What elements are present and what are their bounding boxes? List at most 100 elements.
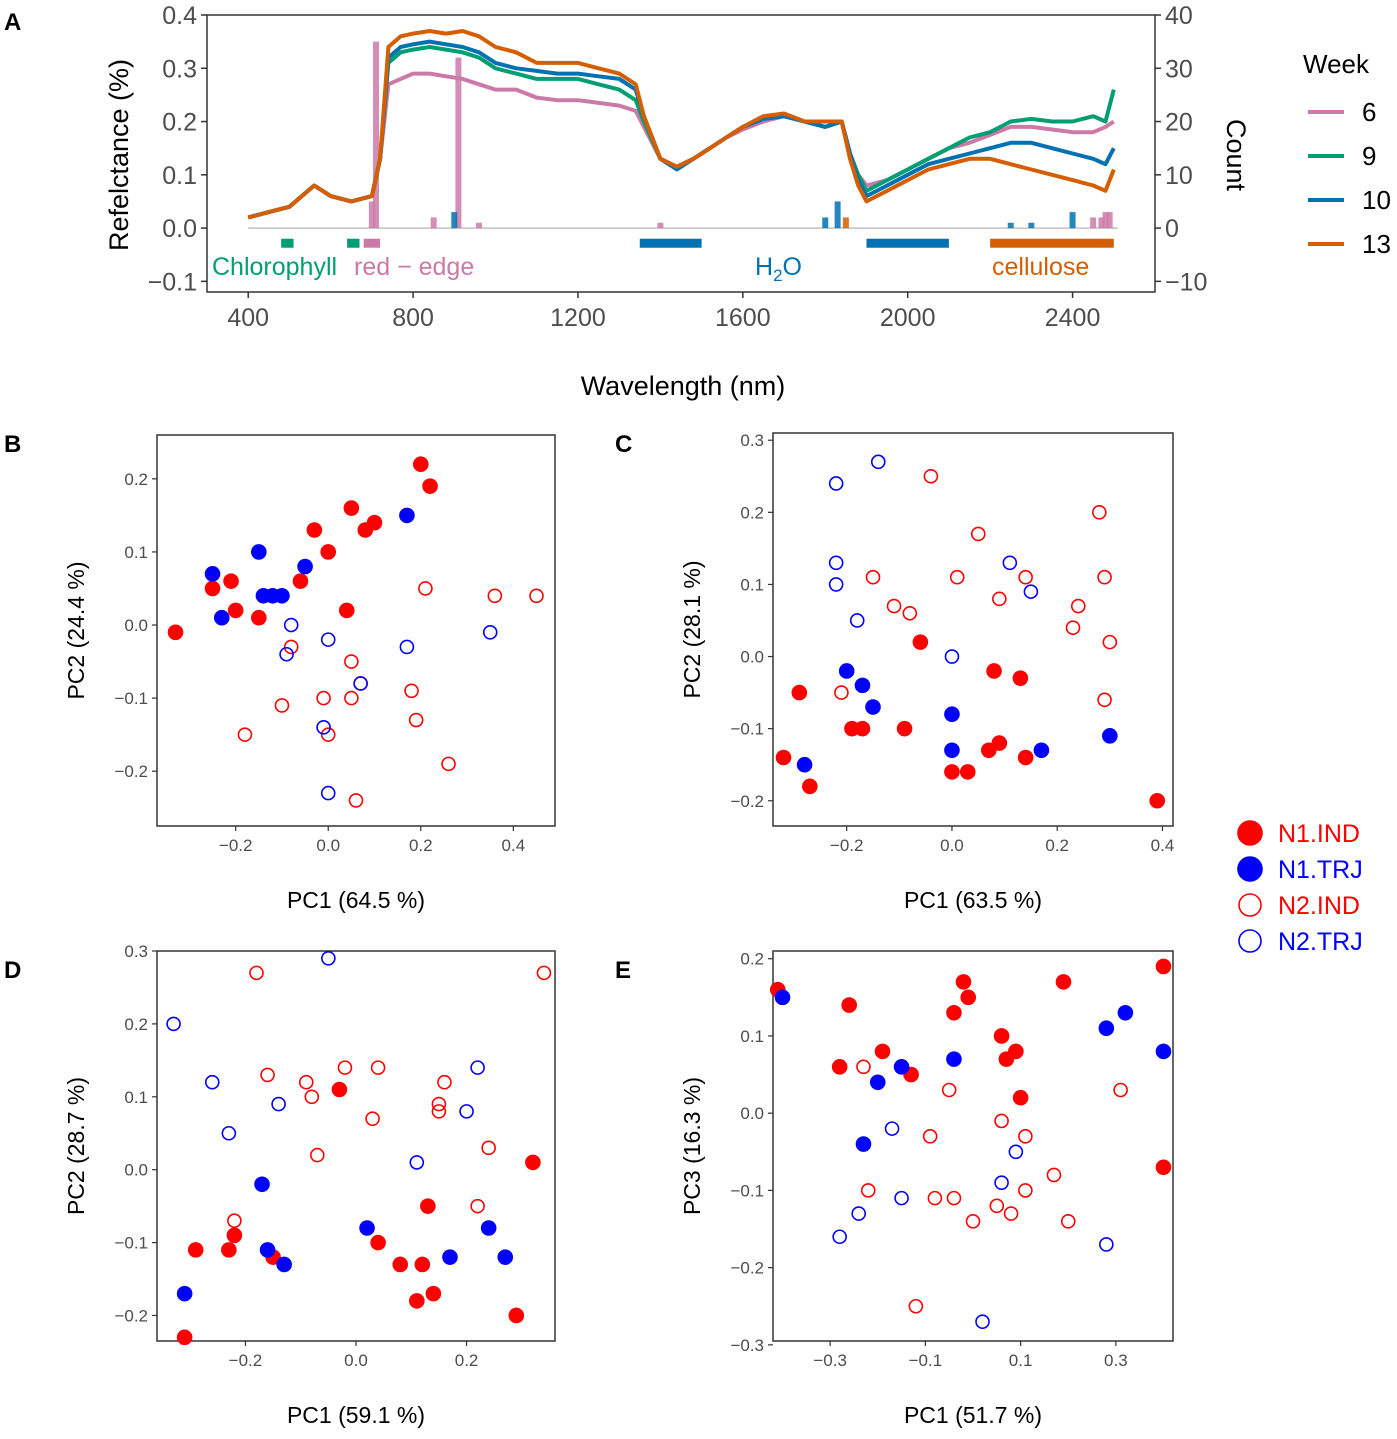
y-tick-label: 0.3 <box>124 942 148 961</box>
y-tick-label: 0.2 <box>740 503 764 522</box>
point-n1-ind <box>1012 670 1029 686</box>
point-n1-ind <box>420 1198 436 1214</box>
point-n1-trj <box>1033 742 1050 759</box>
cellulose-band <box>990 238 1114 248</box>
x-tick-label: 2000 <box>880 304 936 332</box>
point-n1-trj <box>213 609 230 626</box>
point-n2-ind <box>487 588 503 604</box>
point-n2-trj <box>1023 584 1039 599</box>
point-n1-ind <box>223 573 239 589</box>
x-axis-title: PC1 (64.5 %) <box>287 887 425 913</box>
x-tick-label: 0.4 <box>502 836 526 855</box>
point-n2-trj <box>221 1125 237 1141</box>
point-n1-trj <box>254 1176 270 1193</box>
point-n1-ind <box>991 735 1008 751</box>
point-n2-ind <box>344 690 359 706</box>
panel-label-d: D <box>4 957 21 984</box>
point-n2-trj <box>316 720 331 735</box>
y-tick-label: −0.2 <box>730 1259 764 1278</box>
y-tick-label: 0.0 <box>740 1104 764 1123</box>
point-n1-trj <box>259 1242 276 1258</box>
count-bar <box>1069 212 1076 229</box>
point-n2-ind <box>1070 598 1086 614</box>
point-n2-trj <box>828 555 844 571</box>
y-tick-label: −0.1 <box>114 1234 148 1253</box>
point-n1-ind <box>959 764 976 780</box>
y-axis-title: PC2 (24.4 %) <box>63 561 89 699</box>
y-tick-label: 0.3 <box>162 55 197 83</box>
point-n2-trj <box>271 1096 286 1112</box>
point-n1-ind <box>370 1234 386 1251</box>
point-n2-ind <box>994 1113 1009 1129</box>
point-n2-ind <box>481 1140 496 1156</box>
y-tick-label: −0.2 <box>730 792 764 811</box>
point-n2-trj <box>409 1155 425 1170</box>
point-n2-trj <box>279 646 294 662</box>
y-axis-title: PC2 (28.1 %) <box>679 560 705 698</box>
point-n1-ind <box>412 456 429 473</box>
point-n1-trj <box>204 566 221 582</box>
y-tick-label: −0.1 <box>148 268 197 296</box>
point-n1-trj <box>944 742 960 759</box>
region-label-red-edge: red − edge <box>354 253 474 281</box>
y-tick-label: 0.2 <box>740 950 764 969</box>
legend-group-label: N1.TRJ <box>1278 856 1363 884</box>
panel-label-c: C <box>615 431 632 458</box>
point-n2-ind <box>260 1067 275 1083</box>
point-n2-ind <box>992 591 1007 607</box>
point-n2-ind <box>536 965 552 981</box>
point-n2-ind <box>237 727 253 742</box>
point-n1-ind <box>1017 749 1034 766</box>
point-n1-trj <box>399 507 415 524</box>
y-tick-label: 0.2 <box>124 1015 148 1034</box>
y-tick-label: 0.1 <box>162 162 197 190</box>
point-n2-ind <box>923 468 939 484</box>
point-n2-trj <box>828 577 844 592</box>
y2-tick-label: 40 <box>1165 2 1193 30</box>
legend-group-marker <box>1238 929 1262 953</box>
point-n2-ind <box>337 1060 353 1075</box>
count-bar <box>430 217 437 229</box>
point-n1-ind <box>508 1307 525 1324</box>
count-bar <box>1090 217 1097 229</box>
point-n1-trj <box>1098 1020 1115 1037</box>
legend-group-marker <box>1237 856 1263 882</box>
point-n2-trj <box>320 785 336 801</box>
point-n1-ind <box>392 1256 409 1273</box>
point-n2-trj <box>321 950 336 966</box>
point-n1-ind <box>226 1227 243 1244</box>
region-label-cellulose: cellulose <box>992 253 1089 281</box>
point-n2-ind <box>298 1074 314 1090</box>
point-n1-ind <box>414 1256 431 1273</box>
point-n1-ind <box>946 1004 962 1021</box>
point-n2-trj <box>320 632 336 647</box>
point-n2-trj <box>884 1121 900 1136</box>
point-n1-trj <box>442 1249 458 1265</box>
point-n1-trj <box>893 1059 910 1075</box>
y-tick-label: 0.0 <box>740 648 764 667</box>
x-tick-label: 400 <box>227 304 269 332</box>
count-bar <box>842 217 849 229</box>
x-tick-label: 1200 <box>550 304 606 332</box>
point-n2-ind <box>856 1059 871 1075</box>
point-n1-trj <box>274 587 290 604</box>
point-n1-ind <box>425 1285 442 1302</box>
point-n2-ind <box>274 698 290 713</box>
point-n2-trj <box>166 1016 181 1032</box>
point-n2-trj <box>832 1229 847 1245</box>
x-tick-label: −0.3 <box>813 1351 847 1370</box>
point-n1-ind <box>1155 958 1172 975</box>
x-tick-label: 0.1 <box>1009 1351 1033 1370</box>
y-tick-label: −0.2 <box>114 762 148 781</box>
y-axis-title: PC3 (16.3 %) <box>679 1077 705 1215</box>
y2-tick-label: 30 <box>1165 55 1193 83</box>
point-n2-ind <box>249 965 264 981</box>
point-n2-ind <box>370 1060 386 1075</box>
point-n1-trj <box>869 1074 886 1091</box>
point-n2-ind <box>1097 692 1112 708</box>
panel-label-a: A <box>4 9 21 36</box>
point-n1-ind <box>802 778 818 795</box>
legend-group-marker <box>1237 820 1263 846</box>
point-n1-trj <box>497 1249 514 1265</box>
point-n2-trj <box>994 1175 1009 1190</box>
